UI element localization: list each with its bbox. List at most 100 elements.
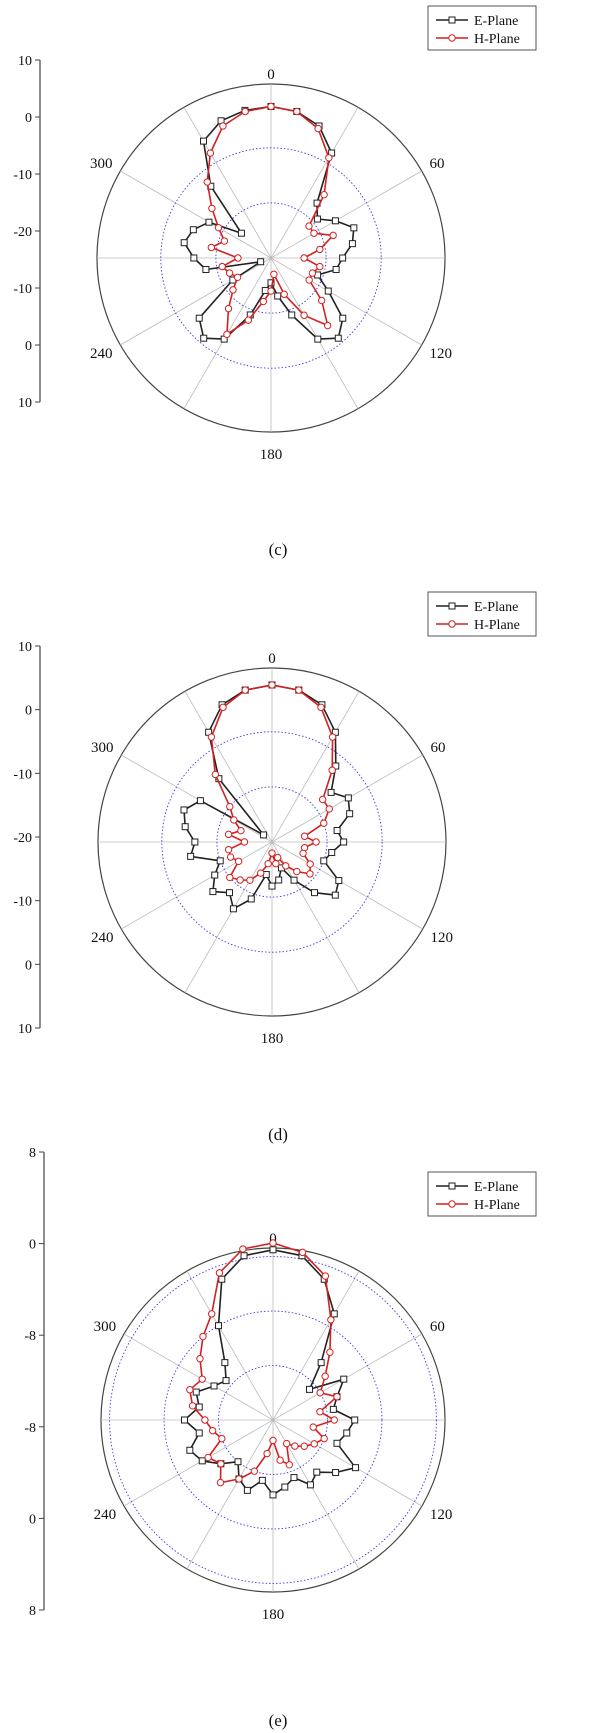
data-point (195, 314, 203, 322)
data-point (293, 867, 301, 876)
data-point (300, 1442, 308, 1450)
data-point (335, 877, 343, 885)
data-point (205, 218, 213, 226)
data-point (221, 1359, 229, 1367)
radial-tick-label: 0 (29, 1512, 36, 1527)
radial-tick-label: -8 (24, 1421, 36, 1436)
data-point (328, 733, 337, 741)
data-point (312, 838, 320, 846)
data-point (234, 857, 243, 865)
angle-tick-label: 0 (267, 67, 275, 83)
data-point (198, 1375, 206, 1383)
data-point (240, 838, 249, 846)
data-point (327, 1316, 335, 1324)
data-point (333, 1439, 341, 1447)
data-point (224, 304, 233, 313)
data-point (300, 311, 308, 319)
data-point (240, 1252, 248, 1260)
data-point (195, 1429, 203, 1437)
data-point (267, 102, 275, 111)
legend-frame (427, 1171, 537, 1217)
radial-tick-label: 0 (25, 958, 32, 973)
data-point (192, 1388, 200, 1396)
data-point (224, 830, 233, 839)
data-point (206, 149, 215, 157)
data-point (237, 229, 245, 237)
data-point (332, 265, 340, 273)
data-point (218, 1275, 226, 1283)
data-point (317, 703, 325, 712)
angle-tick-label: 300 (90, 156, 113, 172)
data-point (226, 802, 234, 811)
polar-chart-1: 0 60 120 180 240 300 10 0 -10 -20 -10 0 10 E-Plane H-P… (13, 5, 537, 559)
data-point (241, 686, 249, 694)
data-point (186, 1386, 194, 1394)
data-point (343, 1429, 351, 1437)
data-point (321, 1272, 330, 1280)
data-point (305, 276, 313, 284)
data-point (208, 204, 216, 213)
data-point (313, 215, 321, 223)
data-point (269, 1436, 277, 1445)
angle-tick-label: 180 (260, 447, 283, 463)
data-point (222, 1377, 230, 1385)
data-point (268, 849, 276, 857)
data-point (320, 190, 328, 199)
data-point (226, 853, 235, 861)
legend-marker (448, 620, 456, 628)
data-point (215, 1269, 224, 1277)
data-point (325, 154, 333, 162)
radial-tick-label: 0 (29, 1238, 36, 1253)
series-h-plane (207, 681, 337, 884)
legend-marker (448, 1200, 456, 1208)
radial-tick-label: 10 (18, 54, 32, 69)
legend: E-Plane H-Plane (427, 5, 537, 51)
data-point (326, 1348, 334, 1356)
figure-caption: (d) (268, 1125, 288, 1144)
data-point (180, 806, 188, 814)
data-point (198, 1457, 206, 1465)
radial-tick-label: -10 (13, 767, 32, 782)
data-point (328, 849, 336, 857)
legend-marker (448, 16, 456, 24)
data-point (200, 137, 208, 145)
data-point (267, 287, 275, 295)
data-point (330, 1416, 338, 1424)
data-point (328, 766, 336, 774)
data-point (226, 873, 234, 882)
data-point (320, 1434, 328, 1443)
data-point (344, 794, 352, 802)
data-point (241, 107, 249, 116)
data-point (229, 286, 237, 294)
legend-marker (448, 1182, 456, 1190)
radial-tick-label: -10 (13, 168, 32, 183)
data-point (272, 860, 280, 868)
data-point (316, 262, 324, 271)
polar-chart-2: 0 60 120 180 240 300 10 0 -10 -20 -10 0 10 E-Plane H-P… (13, 591, 537, 1144)
data-point (305, 222, 313, 230)
radial-gridline (109, 1256, 437, 1584)
data-point (282, 862, 290, 870)
data-point (280, 290, 288, 298)
radial-tick-label: -10 (13, 282, 32, 297)
angle-tick-label: 300 (91, 740, 114, 756)
series-h-plane (203, 102, 337, 339)
angular-gridline (184, 691, 360, 993)
data-point (237, 826, 245, 835)
data-point (273, 853, 282, 862)
data-point (299, 849, 307, 858)
data-point (180, 239, 188, 247)
data-point (306, 860, 314, 868)
figure-caption: (e) (269, 1711, 288, 1730)
data-point (317, 1359, 325, 1367)
angle-tick-label: 0 (268, 651, 276, 667)
angle-tick-label: 60 (430, 156, 445, 172)
data-point (260, 831, 268, 839)
data-point (331, 217, 339, 225)
data-point (306, 1481, 314, 1489)
radial-gridline (161, 731, 383, 953)
data-point (318, 795, 327, 804)
legend-entry: E-Plane (474, 14, 518, 29)
angle-tick-label: 180 (261, 1031, 284, 1047)
